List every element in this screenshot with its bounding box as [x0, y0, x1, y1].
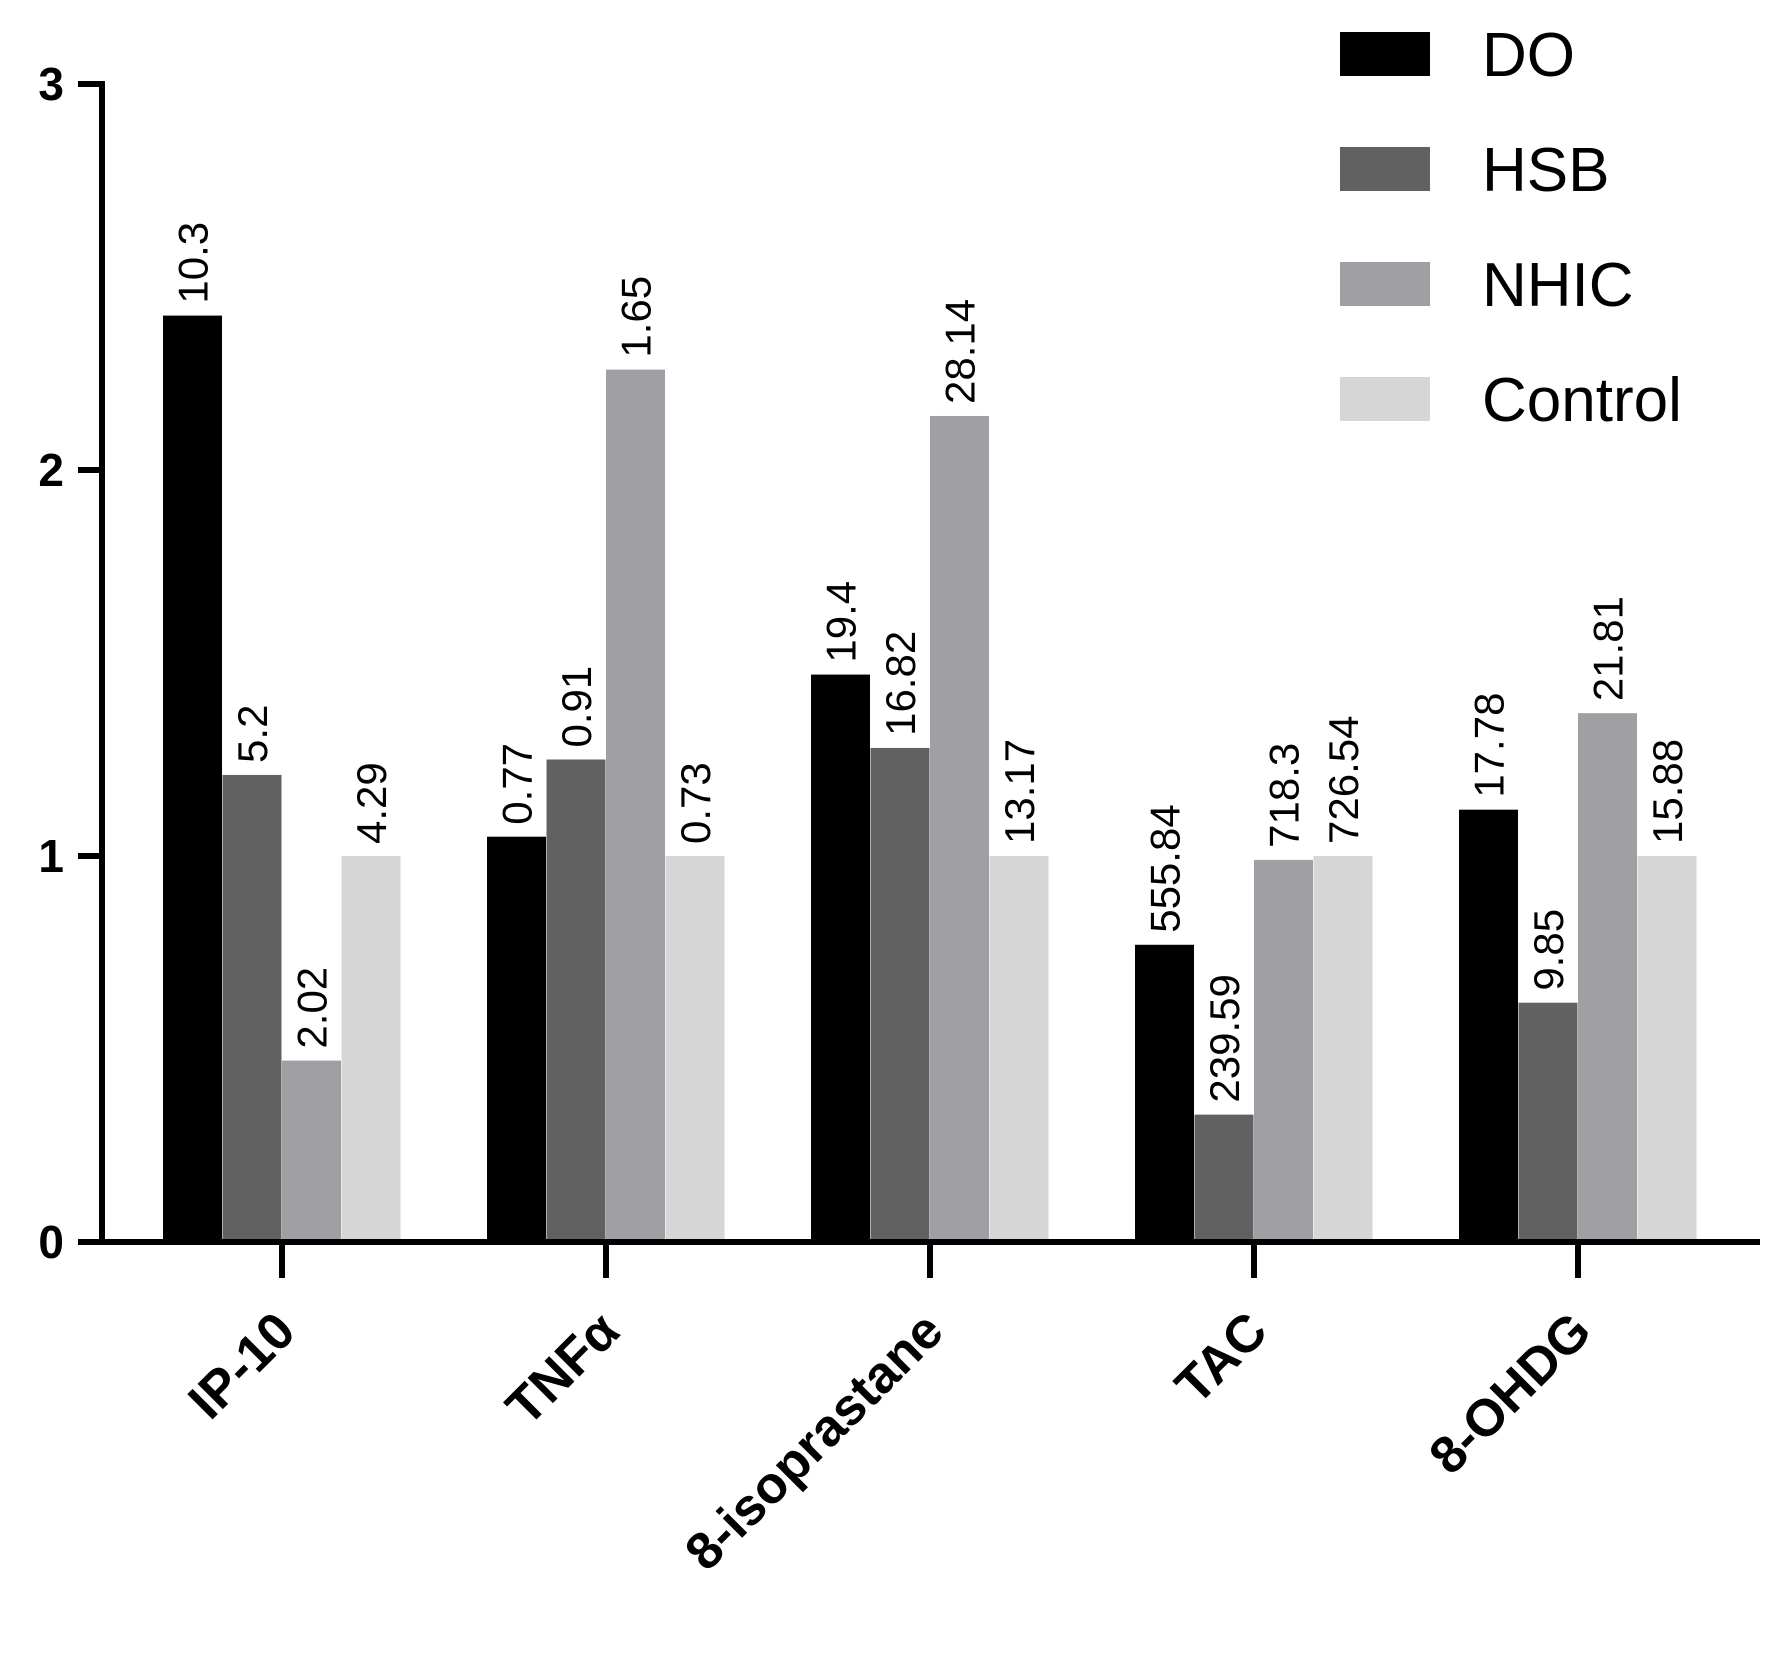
- x-tick-label-tnf: TNFα: [495, 1301, 630, 1436]
- data-label-8-ohdg-hsb: 9.85: [1525, 909, 1572, 991]
- data-label-tnf-nhic: 1.65: [613, 276, 660, 358]
- bar-8-ohdg-do: [1459, 809, 1518, 1242]
- legend-label-control: Control: [1482, 366, 1682, 435]
- data-label-ip-10-hsb: 5.2: [229, 705, 276, 763]
- data-label-ip-10-nhic: 2.02: [289, 967, 336, 1049]
- data-label-8-ohdg-control: 15.88: [1644, 739, 1691, 844]
- x-tick-label-8-ohdg: 8-OHDG: [1418, 1301, 1602, 1485]
- data-label-tac-do: 555.84: [1142, 804, 1189, 932]
- bar-8-isoprastane-control: [989, 856, 1049, 1242]
- bar-tac-do: [1135, 944, 1194, 1242]
- data-label-8-isoprastane-nhic: 28.14: [937, 299, 984, 404]
- data-label-tac-nhic: 718.3: [1261, 743, 1308, 848]
- bar-8-isoprastane-hsb: [870, 747, 930, 1242]
- y-tick-label: 3: [38, 58, 64, 110]
- data-labels-group: 10.3 5.2 2.02 4.29 0.77 0.91 1.65 0.73 19.4 16.82…: [170, 222, 1692, 1103]
- bar-8-isoprastane-nhic: [930, 415, 989, 1243]
- bar-tac-hsb: [1194, 1114, 1254, 1242]
- bar-tac-control: [1313, 856, 1373, 1242]
- legend-label-hsb: HSB: [1482, 136, 1609, 205]
- data-label-tnf-control: 0.73: [672, 762, 719, 844]
- x-tick-label-tac: TAC: [1165, 1301, 1279, 1415]
- bar-ip-10-control: [341, 856, 401, 1242]
- x-tick-label-8-isoprastane: 8-isoprastane: [674, 1301, 954, 1581]
- legend-swatch-nhic: [1340, 262, 1430, 306]
- bar-tnf-control: [665, 856, 725, 1242]
- legend-swatch-hsb: [1340, 147, 1430, 191]
- data-label-8-ohdg-nhic: 21.81: [1585, 596, 1632, 701]
- bar-8-ohdg-hsb: [1518, 1002, 1578, 1242]
- data-label-ip-10-control: 4.29: [348, 762, 395, 844]
- data-label-tac-control: 726.54: [1320, 716, 1367, 844]
- y-tick-label: 1: [38, 830, 64, 882]
- legend-swatch-control: [1340, 377, 1430, 421]
- bar-8-ohdg-control: [1637, 856, 1697, 1242]
- y-ticks-group: 0 1 2 3: [38, 58, 102, 1268]
- data-label-tnf-do: 0.77: [494, 743, 541, 825]
- data-label-8-isoprastane-control: 13.17: [996, 739, 1043, 844]
- bar-ip-10-nhic: [282, 1060, 341, 1242]
- y-tick-label: 2: [38, 444, 64, 496]
- y-tick-label: 0: [38, 1216, 64, 1268]
- bar-ip-10-do: [163, 315, 222, 1243]
- data-label-8-ohdg-do: 17.78: [1466, 693, 1513, 798]
- data-label-8-isoprastane-do: 19.4: [818, 581, 865, 663]
- data-label-tac-hsb: 239.59: [1201, 974, 1248, 1102]
- bar-tnf-hsb: [546, 759, 606, 1242]
- bar-tac-nhic: [1254, 859, 1313, 1242]
- bars-group: [163, 315, 1697, 1243]
- data-label-ip-10-do: 10.3: [170, 222, 217, 304]
- x-tick-label-ip-10: IP-10: [178, 1301, 307, 1430]
- legend: DO HSB NHIC Control: [1340, 21, 1682, 435]
- bar-8-ohdg-nhic: [1578, 713, 1637, 1242]
- x-ticks-group: IP-10 TNFα 8-isoprastane TAC 8-OHDG: [178, 1242, 1602, 1582]
- bar-8-isoprastane-do: [811, 674, 870, 1242]
- data-label-tnf-hsb: 0.91: [553, 666, 600, 748]
- legend-label-nhic: NHIC: [1482, 251, 1634, 320]
- bar-tnf-nhic: [606, 369, 665, 1242]
- legend-swatch-do: [1340, 32, 1430, 76]
- legend-label-do: DO: [1482, 21, 1575, 90]
- bar-ip-10-hsb: [222, 774, 282, 1242]
- bar-tnf-do: [487, 836, 546, 1242]
- data-label-8-isoprastane-hsb: 16.82: [877, 631, 924, 736]
